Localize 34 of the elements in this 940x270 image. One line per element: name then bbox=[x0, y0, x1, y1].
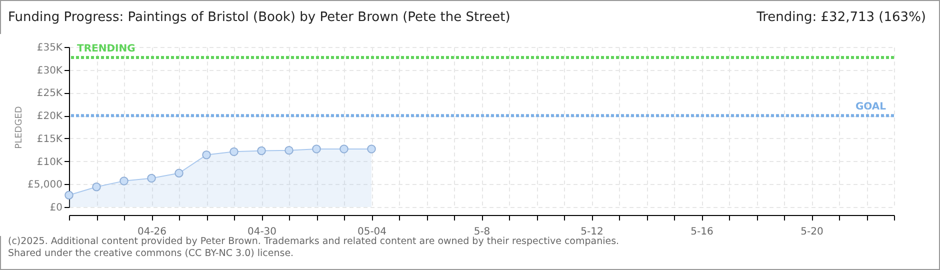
x-tick-label: 5-12 bbox=[580, 226, 604, 238]
chart-subtitle: Trending: £32,713 (163%) bbox=[756, 10, 926, 25]
point bbox=[284, 146, 294, 155]
y-tick-label: £30K bbox=[36, 65, 63, 76]
y-tick-label: £25K bbox=[36, 88, 63, 100]
y-tick-label: £20K bbox=[36, 111, 63, 122]
point bbox=[202, 150, 211, 160]
point bbox=[64, 190, 74, 200]
x-tick-label: 04-30 bbox=[247, 226, 277, 238]
point bbox=[312, 144, 321, 154]
x-tick-label: 5-16 bbox=[690, 226, 714, 238]
point bbox=[174, 168, 184, 178]
point bbox=[230, 147, 238, 156]
x-tick-label: 04-26 bbox=[137, 226, 167, 238]
y-tick-label: £35K bbox=[36, 42, 63, 54]
x-tick-label: 5-20 bbox=[800, 226, 824, 238]
ref-line-label: TRENDING bbox=[77, 43, 136, 54]
chart-title: Funding Progress: Paintings of Bristol (Book) by Peter Brown (Pete the Street) bbox=[8, 10, 510, 25]
y-axis-title: PLEDGED bbox=[14, 106, 25, 149]
text: Shared under the creative commons (CC BY-NC 3.0) license. bbox=[8, 248, 295, 260]
point bbox=[340, 144, 348, 154]
x-tick-label: 5-8 bbox=[474, 226, 490, 238]
text: (c)2025. Additional content provided by Peter Brown. Trademarks and related content are owned by their respective companies. bbox=[8, 236, 620, 248]
point bbox=[147, 174, 156, 183]
y-tick-label: £10K bbox=[36, 156, 63, 168]
y-tick-label: £0 bbox=[50, 202, 62, 214]
point bbox=[257, 146, 266, 156]
y-tick-label: £5,000 bbox=[28, 180, 62, 191]
point bbox=[367, 144, 376, 154]
y-tick-label: £15K bbox=[36, 134, 63, 145]
point bbox=[92, 182, 101, 192]
x-tick-label: 05-04 bbox=[357, 226, 387, 238]
point bbox=[120, 176, 128, 186]
ref-line-label: GOAL bbox=[855, 102, 887, 113]
